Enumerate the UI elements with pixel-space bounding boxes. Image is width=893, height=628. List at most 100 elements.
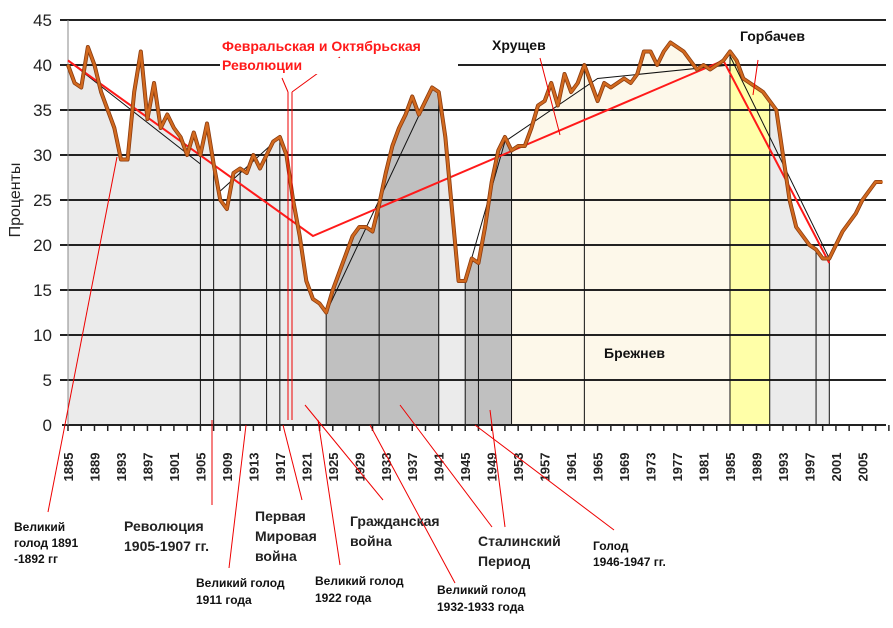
data-point (464, 280, 467, 282)
data-point (543, 100, 546, 102)
leader-line (752, 59, 759, 96)
data-point (73, 82, 76, 84)
data-point (861, 199, 864, 201)
data-point (689, 59, 692, 62)
data-point (140, 50, 142, 53)
data-point (179, 136, 182, 138)
band-1991-2000 (769, 101, 830, 425)
leader-line (317, 419, 341, 566)
data-point (755, 86, 758, 89)
leader-line (369, 424, 456, 584)
data-point (239, 167, 241, 170)
data-point (173, 127, 175, 129)
data-point (146, 118, 149, 120)
annotation-ww1-l3: война (255, 548, 297, 564)
x-tick-label: 1969 (617, 453, 632, 482)
x-tick-label: 2001 (829, 453, 844, 482)
data-point (305, 280, 308, 282)
data-point (93, 64, 96, 66)
data-point (610, 86, 612, 89)
data-point (384, 172, 387, 174)
annotation-stalin-l2: Период (478, 553, 530, 569)
data-point (166, 113, 169, 116)
data-point (570, 91, 572, 93)
x-tick-label: 1985 (723, 453, 738, 482)
data-point (523, 145, 526, 147)
x-tick-label: 1921 (299, 453, 314, 482)
data-point (510, 149, 513, 152)
x-tick-label: 1997 (802, 453, 817, 482)
annotation-civil-war-l1: Гражданская (350, 513, 440, 529)
data-point (332, 289, 334, 291)
x-tick-label: 1973 (644, 453, 659, 482)
annotation-revolution-1905-l1: Революция (124, 518, 204, 534)
revolutions-label-bg (220, 58, 458, 74)
leader-line (399, 404, 493, 528)
data-point (735, 59, 738, 62)
data-point (629, 82, 632, 84)
annotation-gorbachev: Горбачев (740, 28, 805, 44)
data-point (497, 149, 500, 152)
annotation-revolution-1905-l2: 1905-1907 гг. (124, 538, 209, 554)
data-point (199, 154, 202, 156)
data-point (67, 64, 69, 66)
band-1941-1945 (438, 92, 466, 425)
data-point (219, 199, 222, 201)
data-point (351, 235, 354, 237)
local-trend-5 (729, 55, 830, 259)
y-tick-label: 10 (33, 326, 52, 345)
data-point (186, 154, 188, 156)
band-1945-1952 (465, 137, 512, 425)
data-point (682, 50, 685, 53)
data-point (424, 100, 427, 102)
x-tick-label: 1897 (140, 453, 155, 482)
leader-line (281, 77, 289, 93)
y-tick-label: 0 (43, 416, 52, 435)
annotation-famine-1946-l1: Голод (593, 539, 629, 553)
data-point (550, 82, 553, 84)
y-tick-label: 30 (33, 146, 52, 165)
data-point (345, 253, 347, 255)
series-line (66, 41, 883, 314)
data-point (623, 77, 625, 80)
data-point (371, 230, 374, 233)
data-point (676, 46, 678, 48)
data-point (126, 158, 129, 161)
x-tick-label: 1941 (432, 453, 447, 482)
y-tick-label: 25 (33, 191, 52, 210)
x-tick-label: 1925 (326, 453, 341, 482)
leader-line (228, 424, 247, 569)
x-tick-label: 1957 (538, 453, 553, 482)
data-point (285, 154, 288, 156)
data-point (590, 82, 592, 84)
x-tick-label: 1885 (61, 453, 76, 482)
data-point (749, 82, 751, 84)
x-tick-label: 1989 (749, 453, 764, 482)
data-point (358, 226, 361, 228)
data-point (378, 203, 380, 206)
data-point (259, 167, 261, 170)
leader-line (282, 424, 303, 501)
x-tick-label: 2005 (855, 453, 870, 482)
data-point (881, 181, 884, 183)
data-point (596, 100, 599, 102)
data-point (298, 235, 301, 237)
x-tick-label: 1889 (87, 453, 102, 482)
data-point (848, 221, 850, 224)
data-point (775, 109, 778, 111)
data-point (444, 136, 447, 138)
annotation-brezhnev: Брежнев (604, 345, 665, 361)
data-point (795, 226, 797, 228)
local-trend-4 (504, 64, 731, 142)
y-tick-label: 45 (33, 11, 52, 30)
data-point (649, 50, 652, 53)
data-point (153, 82, 155, 84)
data-point (583, 64, 586, 66)
data-point (874, 181, 877, 183)
data-point (643, 50, 645, 53)
data-point (841, 230, 844, 233)
leader-line (474, 424, 615, 531)
data-point (788, 199, 791, 201)
data-point (100, 91, 102, 93)
